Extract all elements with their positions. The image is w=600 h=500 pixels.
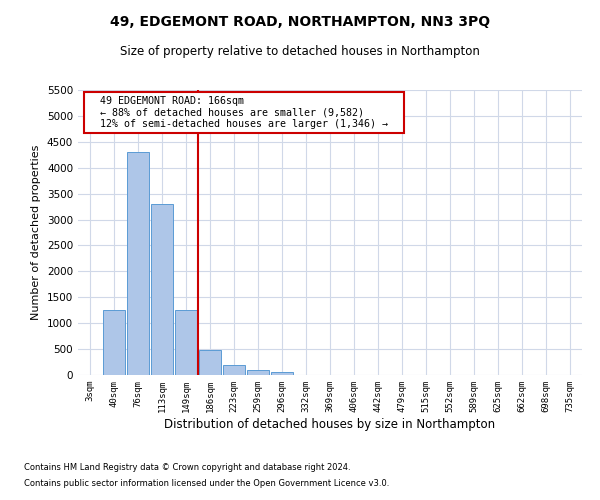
Y-axis label: Number of detached properties: Number of detached properties xyxy=(31,145,41,320)
Bar xyxy=(271,372,293,375)
Bar xyxy=(199,350,221,375)
Bar xyxy=(175,310,197,375)
Bar xyxy=(127,152,149,375)
Bar xyxy=(103,310,125,375)
Bar xyxy=(247,370,269,375)
Text: Size of property relative to detached houses in Northampton: Size of property relative to detached ho… xyxy=(120,45,480,58)
X-axis label: Distribution of detached houses by size in Northampton: Distribution of detached houses by size … xyxy=(164,418,496,430)
Text: Contains public sector information licensed under the Open Government Licence v3: Contains public sector information licen… xyxy=(24,478,389,488)
Bar xyxy=(223,364,245,375)
Bar xyxy=(151,204,173,375)
Text: Contains HM Land Registry data © Crown copyright and database right 2024.: Contains HM Land Registry data © Crown c… xyxy=(24,464,350,472)
Text: 49, EDGEMONT ROAD, NORTHAMPTON, NN3 3PQ: 49, EDGEMONT ROAD, NORTHAMPTON, NN3 3PQ xyxy=(110,15,490,29)
Text: 49 EDGEMONT ROAD: 166sqm
  ← 88% of detached houses are smaller (9,582)
  12% of: 49 EDGEMONT ROAD: 166sqm ← 88% of detach… xyxy=(88,96,400,129)
